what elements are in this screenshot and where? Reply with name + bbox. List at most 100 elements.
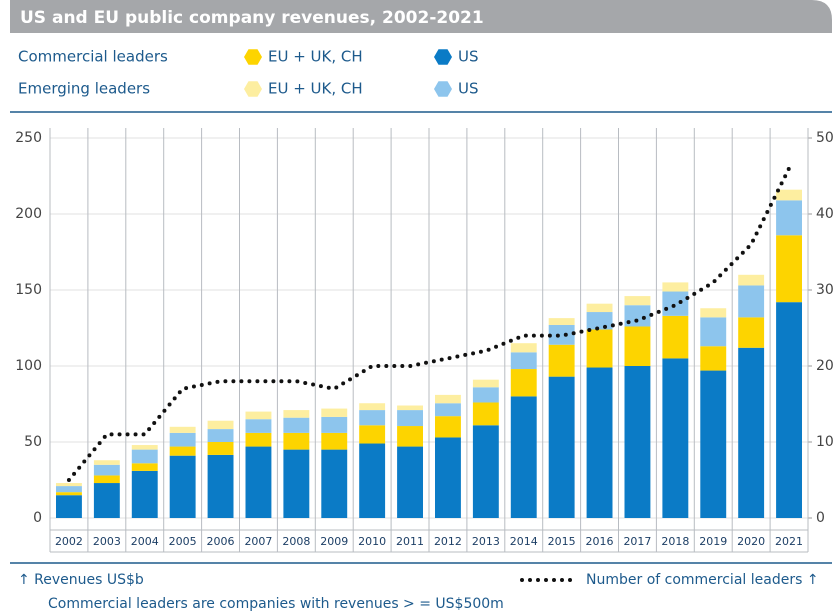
- bar-segment: [283, 449, 310, 518]
- x-tick-label: 2006: [207, 535, 235, 548]
- bar-segment: [169, 426, 196, 433]
- bar-segment: [131, 463, 158, 471]
- y-tick-label: 100: [15, 358, 42, 374]
- bar-segment: [662, 282, 689, 292]
- bar-segment: [738, 285, 765, 318]
- note: Commercial leaders are companies with re…: [48, 596, 504, 612]
- bar-segment: [321, 416, 348, 433]
- bar-segment: [207, 420, 234, 430]
- x-tick-label: 2015: [548, 535, 576, 548]
- bar-segment: [510, 343, 537, 353]
- bar-segment: [359, 410, 386, 426]
- x-tick-label: 2019: [699, 535, 727, 548]
- bar-segment: [776, 189, 802, 201]
- bar-segment: [359, 443, 386, 518]
- x-tick-label: 2018: [661, 535, 689, 548]
- bar-segment: [397, 426, 423, 447]
- bar-segment: [56, 495, 82, 518]
- bar-segment: [435, 403, 461, 417]
- bar-segment: [510, 396, 537, 518]
- x-tick-label: 2021: [775, 535, 803, 548]
- bar-segment: [397, 410, 423, 427]
- chart-title: US and EU public company revenues, 2002-…: [20, 8, 484, 28]
- bar-segment: [624, 326, 651, 366]
- y-tick-label: 250: [15, 130, 42, 146]
- legend-label: Number of commercial leaders ↑: [586, 572, 819, 588]
- bar-segment: [472, 402, 499, 426]
- bar-segment: [245, 432, 272, 447]
- y2-tick-label: 40: [816, 206, 834, 222]
- x-tick-label: 2002: [55, 535, 83, 548]
- bar-segment: [776, 302, 802, 518]
- y-tick-label: 150: [15, 282, 42, 298]
- bar-segment: [586, 303, 613, 313]
- bar-segment: [624, 305, 651, 327]
- legend-label: US: [458, 48, 479, 66]
- bar-segment: [131, 470, 158, 518]
- bar-segment: [169, 432, 196, 447]
- x-tick-label: 2003: [93, 535, 121, 548]
- bar-segment: [245, 411, 272, 420]
- bar-segment: [624, 366, 651, 518]
- bar-segment: [207, 429, 234, 442]
- bar-segment: [624, 296, 651, 306]
- bar-segment: [397, 405, 423, 411]
- x-tick-label: 2004: [131, 535, 159, 548]
- x-tick-label: 2012: [434, 535, 462, 548]
- bar-segment: [56, 486, 82, 493]
- bar-segment: [321, 449, 348, 518]
- legend-label: EU + UK, CH: [268, 80, 363, 98]
- x-tick-label: 2005: [169, 535, 197, 548]
- bar-segment: [472, 379, 499, 388]
- x-tick-label: 2014: [510, 535, 538, 548]
- bar-segment: [359, 425, 386, 444]
- bar-segment: [548, 318, 575, 325]
- title-bar: [10, 0, 832, 33]
- legend-swatch: [244, 81, 262, 97]
- bar-segment: [700, 370, 727, 518]
- y2-tick-label: 20: [816, 358, 834, 374]
- bar-segment: [207, 454, 234, 518]
- y2-tick-label: 10: [816, 434, 834, 450]
- bar-segment: [662, 291, 689, 316]
- bar-segment: [472, 425, 499, 518]
- bar-segment: [245, 446, 272, 518]
- x-tick-label: 2013: [472, 535, 500, 548]
- legend-swatch: [244, 49, 262, 65]
- bar-segment: [472, 387, 499, 403]
- y-tick-label: 200: [15, 206, 42, 222]
- y2-tick-label: 50: [816, 130, 834, 146]
- x-tick-label: 2010: [358, 535, 386, 548]
- bar-segment: [397, 446, 423, 518]
- bar-segment: [131, 445, 158, 450]
- bar-segment: [738, 317, 765, 348]
- legend-group: Commercial leaders: [18, 48, 168, 66]
- bar-segment: [93, 464, 120, 476]
- legend-label: EU + UK, CH: [268, 48, 363, 66]
- bar-segment: [548, 324, 575, 345]
- x-tick-label: 2007: [244, 535, 272, 548]
- bar-segment: [283, 432, 310, 450]
- bar-segment: [776, 200, 802, 236]
- bar-segment: [283, 417, 310, 433]
- y2-tick-label: 30: [816, 282, 834, 298]
- y-tick-label: 50: [24, 434, 42, 450]
- legend-group: Emerging leaders: [18, 80, 150, 98]
- bar-segment: [321, 408, 348, 417]
- bar-segment: [359, 403, 386, 411]
- bar-segment: [738, 347, 765, 518]
- bar-segment: [245, 419, 272, 433]
- bar-segment: [586, 329, 613, 368]
- bar-segment: [131, 449, 158, 464]
- y2-tick-label: 0: [816, 510, 825, 526]
- x-tick-label: 2016: [586, 535, 614, 548]
- bar-segment: [738, 274, 765, 286]
- x-tick-label: 2009: [320, 535, 348, 548]
- legend-swatch: [434, 81, 452, 97]
- bar-segment: [56, 483, 82, 487]
- x-tick-label: 2017: [623, 535, 651, 548]
- bar-segment: [169, 446, 196, 456]
- bar-segment: [662, 315, 689, 359]
- bar-segment: [435, 437, 461, 518]
